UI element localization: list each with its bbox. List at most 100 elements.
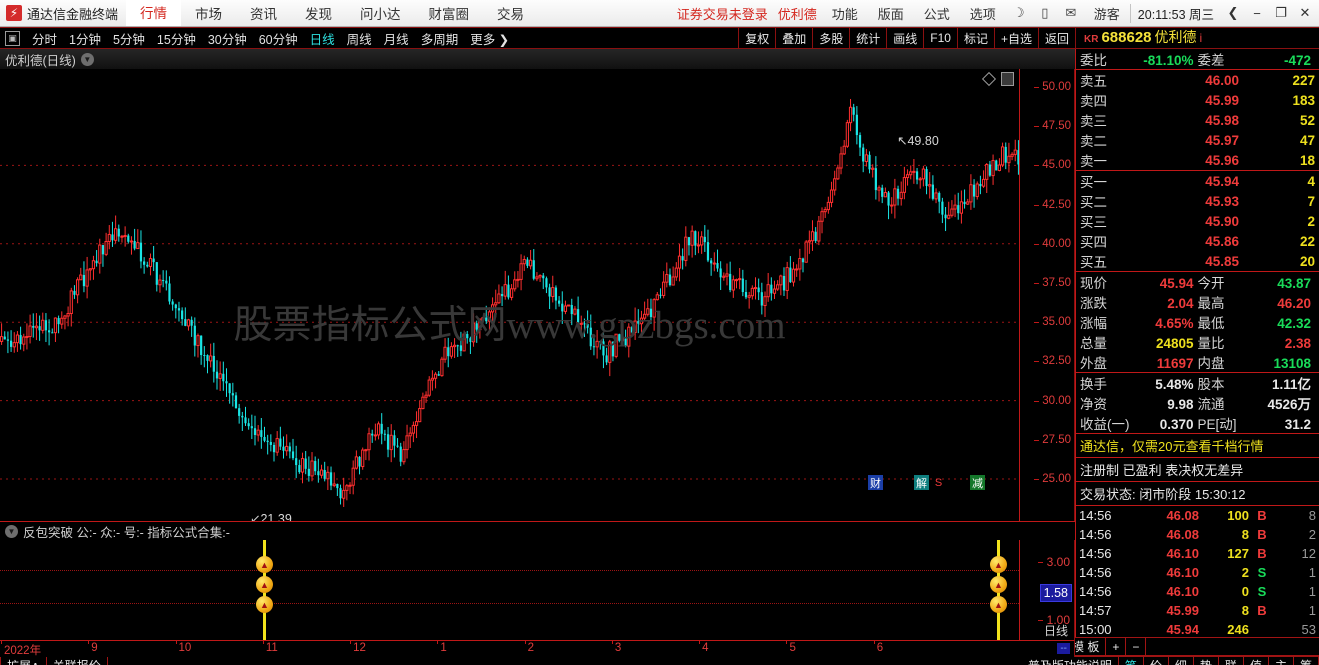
- maximize-button[interactable]: ❐: [1275, 5, 1287, 20]
- period-daily[interactable]: 日线: [309, 32, 335, 47]
- period-5min[interactable]: 5分钟: [112, 32, 145, 47]
- phone-icon[interactable]: ▯: [1041, 5, 1049, 20]
- level-price: 45.98: [1205, 112, 1239, 128]
- ask-row[interactable]: 卖四 45.99 183: [1076, 90, 1319, 110]
- stat-label: 最低: [1197, 316, 1225, 331]
- menu-tab-wenxiaoda[interactable]: 问小达: [360, 7, 401, 22]
- period-fenshi[interactable]: 分时: [32, 32, 58, 47]
- tool-duogu[interactable]: 多股: [812, 27, 849, 49]
- signal-dot: [990, 576, 1007, 593]
- tick-row[interactable]: 14:56 46.10 127 B 12: [1076, 544, 1319, 563]
- indicator-plot[interactable]: [0, 540, 1019, 640]
- tool-fuquan[interactable]: 复权: [738, 27, 775, 49]
- ask-row[interactable]: 卖三 45.98 52: [1076, 110, 1319, 130]
- close-button[interactable]: ✕: [1299, 5, 1311, 20]
- menu-tab-faxian[interactable]: 发现: [305, 7, 333, 22]
- tool-f10[interactable]: F10: [923, 27, 957, 49]
- indicator-button-[interactable]: 关联报价: [46, 656, 108, 665]
- period-multi[interactable]: 多周期: [420, 32, 459, 47]
- badge-jian[interactable]: 减: [970, 475, 985, 490]
- popular-version-help[interactable]: 普及版功能说明: [1021, 656, 1119, 665]
- period-15min[interactable]: 15分钟: [156, 32, 196, 47]
- promo-banner[interactable]: 通达信，仅需20元查看千档行情: [1080, 439, 1264, 454]
- indicator-button-[interactable]: −: [1126, 637, 1147, 656]
- tick-list[interactable]: 14:56 46.08 100 B 8 14:56 46.08 8 B 2 14:56 46.10 12…: [1076, 506, 1319, 637]
- bid-row[interactable]: 买二 45.93 7: [1076, 191, 1319, 211]
- chevron-down-icon[interactable]: ▼: [80, 52, 94, 66]
- tick-row[interactable]: 14:56 46.10 2 S 1: [1076, 563, 1319, 582]
- menu-gongneng[interactable]: 功能: [831, 6, 858, 22]
- panel-icon[interactable]: [1001, 72, 1014, 86]
- period-1min[interactable]: 1分钟: [69, 32, 101, 47]
- indicator-subchart[interactable]: 3.00 1.58 1.00 日线: [0, 540, 1075, 640]
- mini-tab-主[interactable]: 主: [1268, 656, 1294, 665]
- account-name[interactable]: 优利德: [777, 6, 817, 22]
- period-weekly[interactable]: 周线: [346, 32, 372, 47]
- stock-name: 优利德: [1154, 29, 1197, 45]
- indicator-button-[interactable]: 模 板: [1066, 637, 1107, 656]
- mini-tab-价[interactable]: 价: [1143, 656, 1169, 665]
- mini-tab-笔[interactable]: 笔: [1118, 656, 1144, 665]
- tool-tongji[interactable]: 统计: [849, 27, 886, 49]
- ask-row[interactable]: 卖一 45.96 18: [1076, 150, 1319, 170]
- mail-icon[interactable]: ✉: [1065, 5, 1077, 20]
- menu-tab-hangqing[interactable]: 行情: [126, 0, 182, 26]
- bid-row[interactable]: 买一 45.94 4: [1076, 171, 1319, 191]
- indicator-chevron-icon[interactable]: ▼: [5, 524, 18, 538]
- menu-tab-zixun[interactable]: 资讯: [250, 7, 278, 22]
- tick-row[interactable]: 14:56 46.08 100 B 8: [1076, 506, 1319, 525]
- badge-cai[interactable]: 财: [868, 475, 883, 490]
- tick-row[interactable]: 14:57 45.99 8 B 1: [1076, 601, 1319, 620]
- moon-icon[interactable]: ☽: [1012, 5, 1025, 20]
- guest-label[interactable]: 游客: [1093, 6, 1120, 22]
- layout-icon[interactable]: ▣: [5, 30, 20, 46]
- mini-tab-值[interactable]: 值: [1243, 656, 1269, 665]
- ask-row[interactable]: 卖五 46.00 227: [1076, 70, 1319, 90]
- tool-diejia[interactable]: 叠加: [775, 27, 812, 49]
- back-chevron-icon[interactable]: ❮: [1227, 5, 1239, 20]
- menu-xuanxiang[interactable]: 选项: [969, 6, 996, 22]
- badge-s[interactable]: S: [934, 476, 943, 489]
- bid-row[interactable]: 买四 45.86 22: [1076, 231, 1319, 251]
- tool-return[interactable]: 返回: [1037, 27, 1075, 49]
- tool-biaoji[interactable]: 标记: [956, 27, 994, 49]
- level-volume: 47: [1299, 132, 1315, 148]
- badge-jie[interactable]: 解: [914, 475, 929, 490]
- mini-tab-联[interactable]: 联: [1218, 656, 1244, 665]
- indicator-button-[interactable]: +: [1106, 637, 1127, 656]
- period-toolbar: ▣ 分时 1分钟 5分钟 15分钟 30分钟 60分钟 日线 周线 月线 多周期…: [0, 27, 1319, 49]
- stock-note: 注册制 已盈利 表决权无差异: [1080, 463, 1244, 478]
- tick-row[interactable]: 15:00 45.94 246 53: [1076, 620, 1319, 637]
- menu-tab-jiaoyi[interactable]: 交易: [497, 7, 525, 22]
- stat-value: 9.98: [1167, 397, 1194, 412]
- mini-tab-势[interactable]: 势: [1193, 656, 1219, 665]
- bid-row[interactable]: 买三 45.90 2: [1076, 211, 1319, 231]
- diamond-icon[interactable]: [981, 71, 997, 87]
- period-60min[interactable]: 60分钟: [258, 32, 298, 47]
- ask-row[interactable]: 卖二 45.97 47: [1076, 130, 1319, 150]
- menu-gongshi[interactable]: 公式: [923, 6, 950, 22]
- price-chart[interactable]: 股票指标公式网www.gpzbgs.com ↖49.80 ↙21.39 涨 榜 …: [0, 69, 1075, 521]
- menu-tab-shichang[interactable]: 市场: [195, 7, 223, 22]
- menu-tab-caifuquan[interactable]: 财富圈: [428, 7, 470, 22]
- tick-count: 53: [1301, 622, 1316, 637]
- mini-tab-筹[interactable]: 筹: [1293, 656, 1319, 665]
- info-icon[interactable]: i: [1199, 31, 1203, 45]
- bid-row[interactable]: 买五 45.85 20: [1076, 251, 1319, 271]
- period-30min[interactable]: 30分钟: [207, 32, 247, 47]
- menu-banmian[interactable]: 版面: [877, 6, 904, 22]
- period-monthly[interactable]: 月线: [383, 32, 409, 47]
- candlestick-plot[interactable]: 股票指标公式网www.gpzbgs.com ↖49.80 ↙21.39 涨 榜 …: [0, 69, 1019, 521]
- mini-tab-细[interactable]: 细: [1168, 656, 1194, 665]
- tick-row[interactable]: 14:56 46.10 0 S 1: [1076, 582, 1319, 601]
- level-volume: 22: [1299, 233, 1315, 249]
- stat-label: 外盘: [1080, 356, 1107, 371]
- minimize-button[interactable]: −: [1253, 5, 1261, 21]
- tool-add-favorite[interactable]: +自选: [993, 27, 1038, 49]
- level-price: 45.90: [1205, 213, 1239, 229]
- stat-value: 2.04: [1167, 296, 1194, 311]
- tool-huaxian[interactable]: 画线: [886, 27, 923, 49]
- tick-row[interactable]: 14:56 46.08 8 B 2: [1076, 525, 1319, 544]
- stat-value: 1.11亿: [1271, 377, 1311, 392]
- period-more[interactable]: 更多 ❯: [470, 32, 510, 47]
